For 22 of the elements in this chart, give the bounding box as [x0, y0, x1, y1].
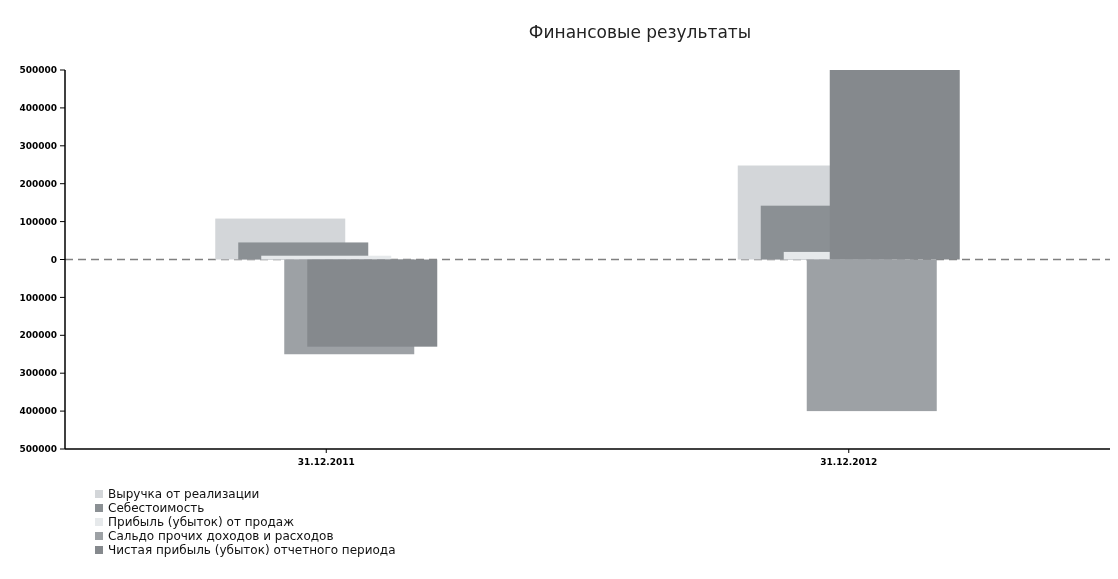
- bar: [806, 259, 937, 412]
- y-tick-label: 400000: [19, 103, 57, 114]
- x-tick-label: 31.12.2011: [297, 457, 355, 467]
- bar: [307, 259, 438, 347]
- y-tick-label: 100000: [19, 292, 57, 303]
- legend-label: Себестоимость: [108, 501, 205, 516]
- bar: [261, 255, 392, 260]
- y-tick-label: 200000: [19, 330, 57, 341]
- y-tick-label: 300000: [19, 368, 57, 379]
- y-tick-label: 500000: [19, 444, 57, 455]
- legend-label: Прибыль (убыток) от продаж: [108, 515, 295, 530]
- legend-label: Чистая прибыль (убыток) отчетного периода: [108, 543, 396, 558]
- chart-title: Финансовые результаты: [528, 22, 752, 42]
- y-tick-label: 300000: [19, 140, 57, 151]
- y-tick-label: 100000: [19, 216, 57, 227]
- y-tick-label: 200000: [19, 178, 57, 189]
- legend-label: Сальдо прочих доходов и расходов: [108, 529, 334, 544]
- legend-label: Выручка от реализации: [108, 487, 260, 502]
- x-tick-label: 31.12.2012: [820, 457, 878, 467]
- y-tick-label: 0: [50, 254, 57, 265]
- y-tick-label: 400000: [19, 406, 57, 417]
- y-tick-label: 500000: [19, 65, 57, 76]
